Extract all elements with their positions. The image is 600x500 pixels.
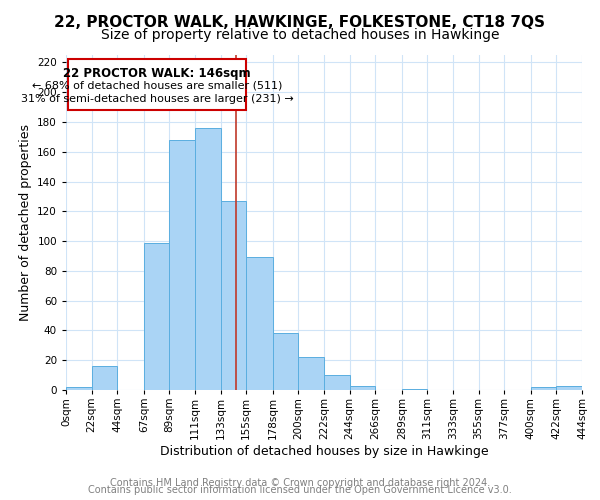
Text: Contains HM Land Registry data © Crown copyright and database right 2024.: Contains HM Land Registry data © Crown c…	[110, 478, 490, 488]
Bar	[298, 357, 324, 390]
Bar	[195, 128, 221, 390]
X-axis label: Distribution of detached houses by size in Hawkinge: Distribution of detached houses by size …	[160, 444, 488, 458]
Bar	[350, 386, 375, 390]
Bar	[68, 60, 246, 110]
Bar	[246, 258, 273, 390]
Bar	[169, 140, 195, 390]
Bar	[221, 201, 246, 390]
Bar	[144, 242, 169, 390]
Text: 22, PROCTOR WALK, HAWKINGE, FOLKESTONE, CT18 7QS: 22, PROCTOR WALK, HAWKINGE, FOLKESTONE, …	[55, 15, 545, 30]
Text: 22 PROCTOR WALK: 146sqm: 22 PROCTOR WALK: 146sqm	[64, 67, 251, 80]
Text: Contains public sector information licensed under the Open Government Licence v3: Contains public sector information licen…	[88, 485, 512, 495]
Bar	[402, 388, 427, 390]
Bar	[273, 334, 298, 390]
Text: ← 68% of detached houses are smaller (511): ← 68% of detached houses are smaller (51…	[32, 80, 283, 90]
Y-axis label: Number of detached properties: Number of detached properties	[19, 124, 32, 321]
Text: Size of property relative to detached houses in Hawkinge: Size of property relative to detached ho…	[101, 28, 499, 42]
Bar	[324, 375, 350, 390]
Bar	[66, 387, 92, 390]
Bar	[531, 387, 556, 390]
Bar	[556, 386, 582, 390]
Bar	[92, 366, 117, 390]
Text: 31% of semi-detached houses are larger (231) →: 31% of semi-detached houses are larger (…	[21, 94, 293, 104]
